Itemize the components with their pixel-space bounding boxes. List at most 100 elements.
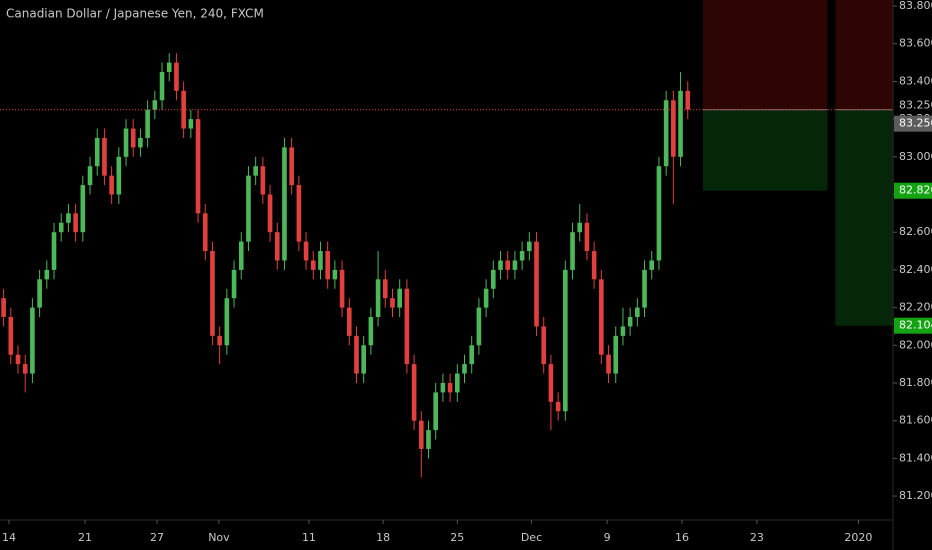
y-tick-label: 82.200 (899, 301, 932, 314)
x-tick-label: 2020 (844, 531, 872, 544)
y-tick-label: 82.400 (899, 263, 932, 276)
candle-body (102, 137, 107, 176)
price-label: 82.820 (899, 184, 932, 197)
candle-body (224, 298, 230, 346)
candle-body (447, 382, 453, 393)
candle-body (80, 185, 86, 233)
price-label-box (894, 182, 932, 199)
stop-zone (835, 0, 893, 110)
x-tick-label: 18 (376, 531, 390, 544)
candle-body (591, 251, 597, 280)
candle-body (491, 269, 496, 289)
candle-body (620, 326, 626, 336)
candle-body (94, 137, 100, 167)
candle-body (411, 364, 417, 421)
candle-body (671, 100, 676, 157)
x-tick-label: 27 (150, 531, 164, 544)
candle-body (138, 137, 143, 148)
y-tick-label: 82.000 (899, 338, 932, 351)
candle-body (1, 298, 6, 318)
candle-body (469, 345, 475, 365)
candle-body (663, 100, 669, 167)
candle-body (462, 364, 467, 374)
candle-body (51, 232, 57, 270)
candle-body (253, 166, 258, 176)
candle-body (541, 326, 547, 365)
candle-body (534, 241, 539, 327)
candle-body (8, 317, 14, 355)
candle-body (296, 185, 302, 242)
candle-body (656, 166, 662, 261)
y-tick-label: 83.600 (899, 37, 932, 50)
candle-body (418, 420, 424, 449)
candle-body (332, 269, 338, 280)
candle-body (404, 288, 410, 365)
candle-body (584, 222, 590, 252)
candle-body (195, 119, 201, 214)
candle-body (346, 307, 352, 336)
x-tick-label: 21 (78, 531, 92, 544)
x-tick-label: 16 (675, 531, 689, 544)
candle-body (339, 269, 345, 308)
candle-body (678, 90, 683, 157)
candle-body (282, 147, 287, 261)
candle-body (563, 269, 568, 412)
candle-body (505, 260, 511, 270)
plot-area (0, 0, 893, 478)
candle-body (202, 213, 208, 252)
candle-body (483, 288, 489, 308)
candle-body (519, 251, 525, 261)
candle-body (368, 317, 374, 346)
candle-body (613, 335, 619, 374)
candle-body (159, 71, 165, 101)
y-tick-label: 81.400 (899, 451, 932, 464)
y-tick-label: 83.800 (899, 0, 932, 12)
x-tick-label: 9 (604, 531, 611, 544)
candle-body (397, 288, 402, 308)
candle-body (498, 260, 503, 270)
y-tick-label: 83.400 (899, 74, 932, 87)
candle-body (599, 279, 604, 355)
candle-body (188, 119, 194, 129)
x-tick-label: Dec (521, 531, 542, 544)
candle-body (166, 62, 172, 72)
candle-body (382, 279, 388, 299)
candle-body (174, 62, 179, 91)
candle-body (15, 354, 21, 365)
candle-body (440, 382, 446, 393)
candle-body (642, 269, 647, 308)
candle-body (375, 279, 381, 318)
candle-body (217, 335, 222, 346)
x-tick-label: 11 (302, 531, 316, 544)
candle-body (555, 401, 561, 412)
candle-body (570, 232, 575, 270)
last-price-label: 83.250 (899, 99, 932, 112)
x-tick-label: 25 (450, 531, 464, 544)
y-tick-label: 83.000 (899, 150, 932, 163)
candle-body (577, 222, 583, 233)
candle-body (512, 260, 518, 270)
candle-body (476, 307, 482, 346)
candle-body (318, 251, 323, 270)
candle-body (303, 241, 309, 261)
candle-body (145, 109, 150, 138)
candle-body (87, 166, 93, 186)
candle-body (627, 317, 633, 327)
candle-body (527, 241, 532, 252)
candle-body (354, 335, 359, 374)
y-tick-label: 81.200 (899, 489, 932, 502)
candle-body (635, 307, 640, 318)
x-tick-label: Nov (208, 531, 230, 544)
candle-body (454, 373, 460, 393)
chart-title: Canadian Dollar / Japanese Yen, 240, FXC… (6, 7, 264, 21)
candle-body (325, 251, 330, 280)
y-tick-label: 81.600 (899, 414, 932, 427)
candle-body (58, 222, 64, 233)
candle-body (130, 128, 136, 148)
candle-body (73, 213, 78, 233)
candle-body (44, 269, 50, 280)
candle-body (310, 260, 316, 270)
y-tick-label: 82.600 (899, 225, 932, 238)
candle-body (548, 364, 554, 402)
